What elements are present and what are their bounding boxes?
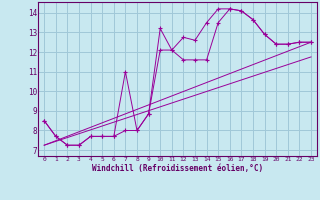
X-axis label: Windchill (Refroidissement éolien,°C): Windchill (Refroidissement éolien,°C)	[92, 164, 263, 173]
